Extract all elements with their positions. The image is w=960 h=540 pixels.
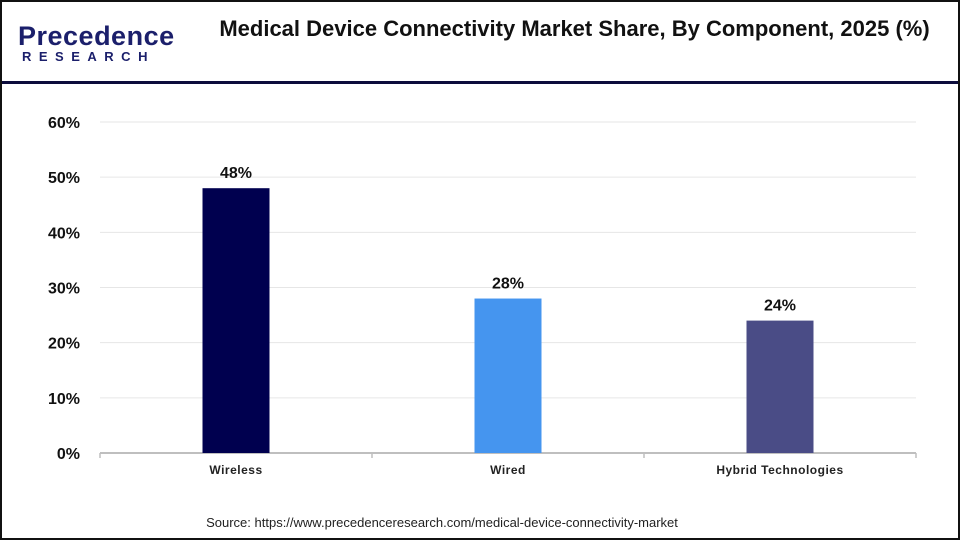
data-label: 24% [764, 298, 796, 315]
y-tick-label: 20% [48, 336, 80, 353]
logo-line1: Precedence [18, 21, 175, 51]
x-tick-label: Wired [490, 463, 526, 477]
source-text: Source: https://www.precedenceresearch.c… [206, 515, 678, 530]
y-tick-label: 40% [48, 225, 80, 242]
y-tick-label: 60% [48, 115, 80, 132]
y-tick-label: 30% [48, 281, 80, 298]
data-label: 48% [220, 165, 252, 182]
bar [202, 188, 270, 453]
logo-line2: RESEARCH [22, 49, 155, 64]
bar [746, 320, 814, 453]
header-divider [2, 81, 958, 84]
chart-title: Medical Device Connectivity Market Share… [219, 16, 930, 41]
y-tick-label: 10% [48, 391, 80, 408]
x-tick-label: Wireless [209, 463, 262, 477]
bar [474, 298, 542, 453]
y-tick-label: 50% [48, 170, 80, 187]
data-label: 28% [492, 276, 524, 293]
y-tick-label: 0% [57, 446, 80, 463]
logo: Precedence RESEARCH [18, 22, 175, 64]
x-tick-label: Hybrid Technologies [716, 463, 843, 477]
